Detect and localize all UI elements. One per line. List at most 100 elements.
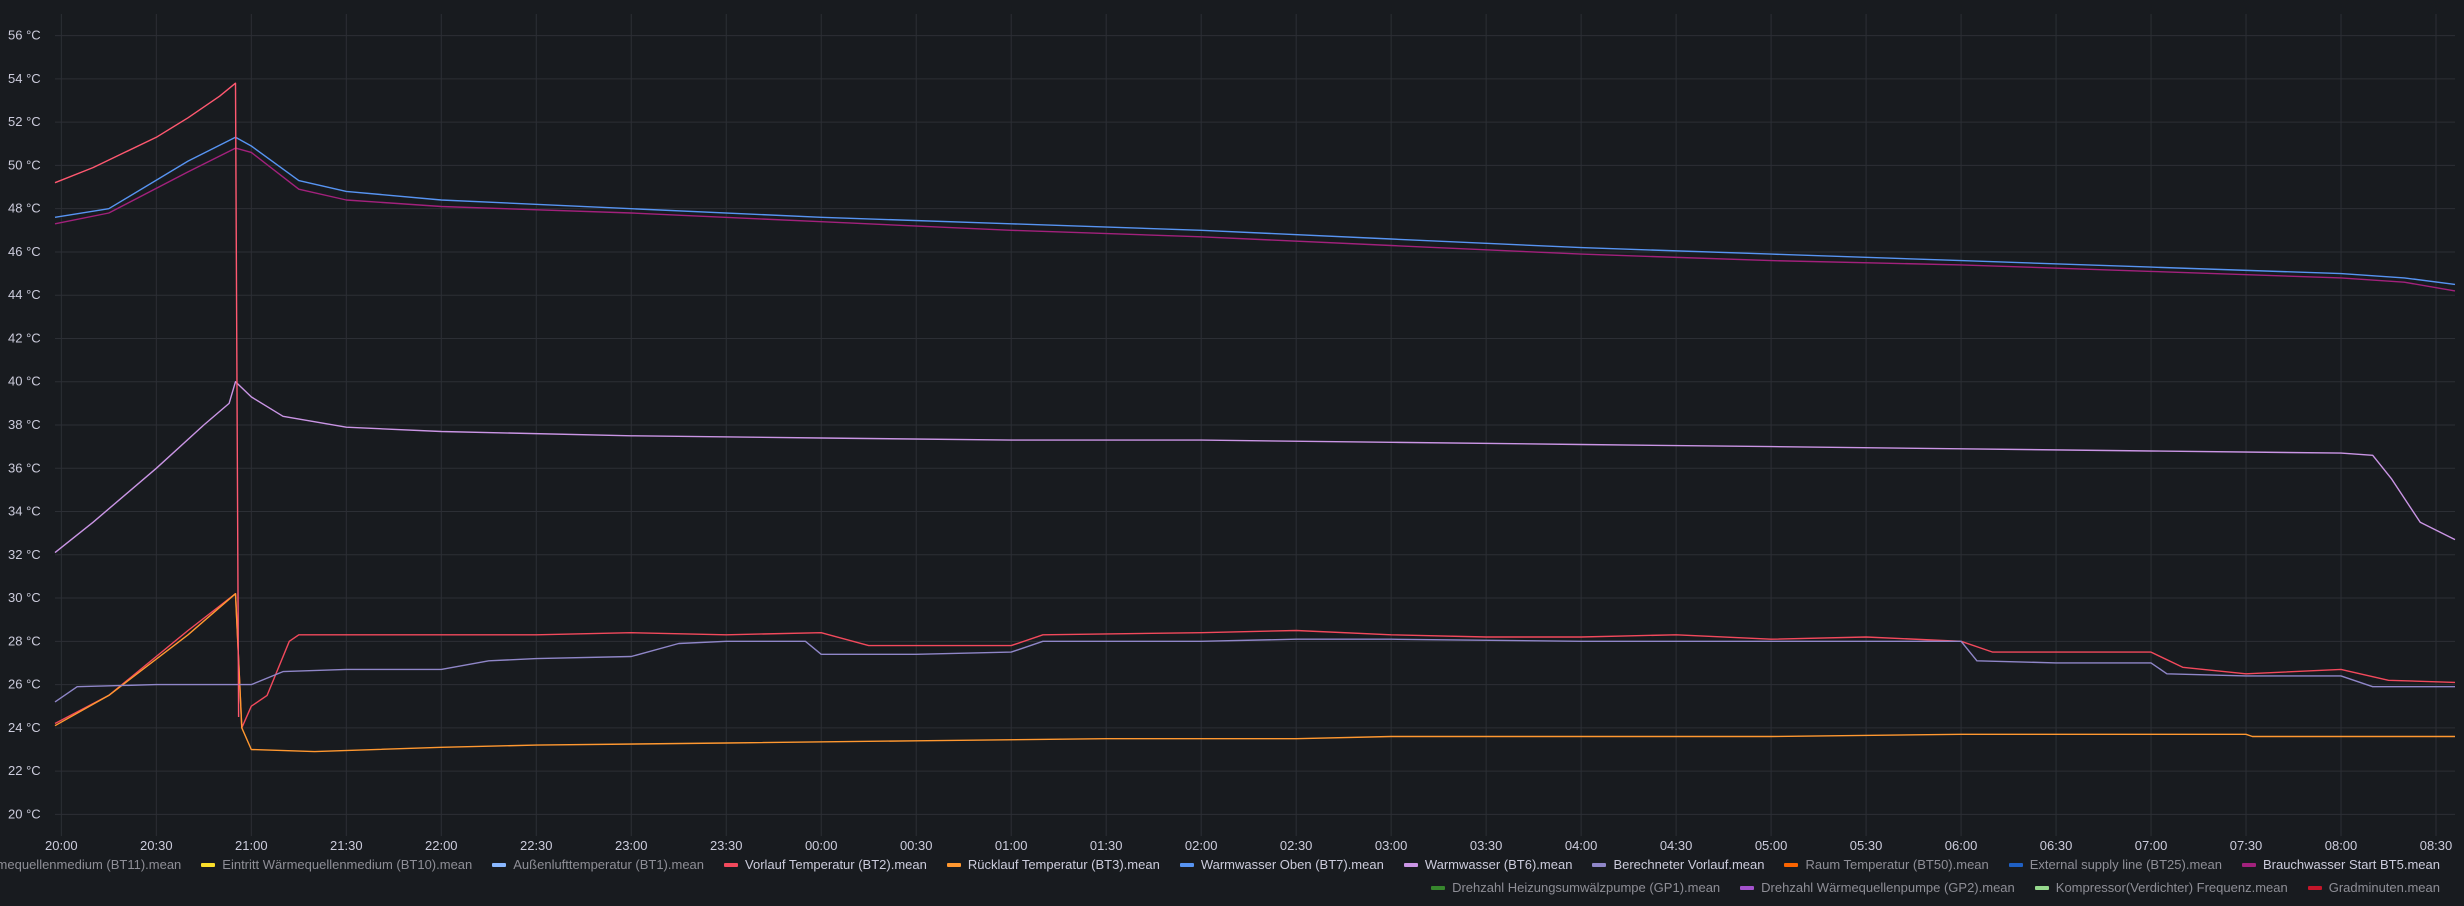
legend-item[interactable]: Drehzahl Wärmequellenpumpe (GP2).mean bbox=[1740, 880, 2015, 895]
legend-label: Rücklauf Temperatur (BT3).mean bbox=[967, 857, 1160, 872]
legend-swatch bbox=[201, 862, 216, 867]
x-tick-label: 23:00 bbox=[615, 838, 648, 853]
legend-label: Raum Temperatur (BT50).mean bbox=[1805, 857, 1989, 872]
legend-item[interactable]: External supply line (BT25).mean bbox=[2008, 857, 2222, 872]
legend-swatch bbox=[1784, 862, 1799, 867]
x-tick-label: 21:30 bbox=[330, 838, 363, 853]
legend-item[interactable]: Raum Temperatur (BT50).mean bbox=[1784, 857, 1989, 872]
legend-label: Außenlufttemperatur (BT1).mean bbox=[513, 857, 705, 872]
legend-item[interactable]: Warmwasser (BT6).mean bbox=[1403, 857, 1573, 872]
x-tick-label: 07:30 bbox=[2230, 838, 2263, 853]
legend-label: Austritt Wärmequellenmedium (BT11).mean bbox=[0, 857, 182, 872]
legend-label: Drehzahl Heizungsumwälzpumpe (GP1).mean bbox=[1452, 880, 1721, 895]
legend-swatch bbox=[2034, 885, 2049, 890]
x-axis: 20:00 20:30 21:00 21:30 22:00 22:30 23:00 23:30… bbox=[45, 838, 2452, 853]
legend-swatch bbox=[2307, 885, 2322, 890]
legend-label: Warmwasser (BT6).mean bbox=[1424, 857, 1573, 872]
series-line-berechneter-vorlauf-mean[interactable] bbox=[54, 638, 2455, 703]
y-tick-label: 50 °C bbox=[8, 157, 41, 172]
x-tick-label: 02:30 bbox=[1280, 838, 1313, 853]
legend-item[interactable]: Austritt Wärmequellenmedium (BT11).mean bbox=[0, 857, 181, 872]
series-line-vorlauf-temperatur-bt2-mean[interactable] bbox=[54, 593, 2456, 729]
legend-swatch bbox=[2241, 862, 2256, 867]
y-tick-label: 32 °C bbox=[8, 547, 41, 562]
series-line-vorlauf-temperatur-bt2-mean-peak[interactable] bbox=[54, 82, 240, 718]
x-tick-label: 00:30 bbox=[900, 838, 933, 853]
x-tick-label: 23:30 bbox=[710, 838, 743, 853]
y-tick-label: 38 °C bbox=[8, 417, 41, 432]
y-tick-label: 20 °C bbox=[8, 806, 41, 821]
y-tick-label: 40 °C bbox=[8, 374, 41, 389]
legend-swatch bbox=[1592, 862, 1607, 867]
x-tick-label: 04:30 bbox=[1660, 838, 1693, 853]
legend-label: External supply line (BT25).mean bbox=[2029, 857, 2222, 872]
legend-swatch bbox=[724, 862, 739, 867]
legend-item[interactable]: Gradminuten.mean bbox=[2307, 880, 2440, 895]
series-line-warmwasser-bt6-mean[interactable] bbox=[54, 381, 2456, 554]
x-tick-label: 21:00 bbox=[235, 838, 268, 853]
y-tick-label: 28 °C bbox=[8, 633, 41, 648]
y-tick-label: 52 °C bbox=[8, 114, 41, 129]
y-tick-label: 36 °C bbox=[8, 460, 41, 475]
legend-swatch bbox=[1403, 862, 1418, 867]
x-tick-label: 04:00 bbox=[1565, 838, 1598, 853]
legend-swatch bbox=[946, 862, 961, 867]
legend-label: Kompressor(Verdichter) Frequenz.mean bbox=[2055, 880, 2288, 895]
temperature-chart[interactable]: 20 °C 22 °C 24 °C 26 °C 28 °C 30 °C 32 °C 34 °C… bbox=[0, 0, 2464, 860]
legend-item[interactable]: Drehzahl Heizungsumwälzpumpe (GP1).mean bbox=[1431, 880, 1720, 895]
y-tick-label: 34 °C bbox=[8, 504, 41, 519]
x-tick-label: 20:00 bbox=[45, 838, 78, 853]
y-tick-label: 46 °C bbox=[8, 244, 41, 259]
legend-item[interactable]: Außenlufttemperatur (BT1).mean bbox=[492, 857, 704, 872]
x-tick-label: 06:30 bbox=[2040, 838, 2073, 853]
x-tick-label: 20:30 bbox=[140, 838, 173, 853]
x-tick-label: 00:00 bbox=[805, 838, 838, 853]
legend-item[interactable]: Eintritt Wärmequellenmedium (BT10).mean bbox=[201, 857, 472, 872]
x-tick-label: 08:30 bbox=[2420, 838, 2453, 853]
y-tick-label: 22 °C bbox=[8, 763, 41, 778]
x-tick-label: 08:00 bbox=[2325, 838, 2358, 853]
legend-swatch bbox=[1179, 862, 1194, 867]
legend-swatch bbox=[1431, 885, 1446, 890]
series-line-warmwasser-oben-bt7-mean[interactable] bbox=[54, 136, 2456, 286]
x-tick-label: 22:00 bbox=[425, 838, 458, 853]
series-lines bbox=[54, 82, 2456, 753]
legend-row-1: Austritt Wärmequellenmedium (BT11).mean E… bbox=[0, 857, 2440, 872]
legend-item[interactable]: Berechneter Vorlauf.mean bbox=[1592, 857, 1764, 872]
legend-label: Brauchwasser Start BT5.mean bbox=[2262, 857, 2440, 872]
legend-label: Drehzahl Wärmequellenpumpe (GP2).mean bbox=[1761, 880, 2015, 895]
legend-label: Eintritt Wärmequellenmedium (BT10).mean bbox=[222, 857, 473, 872]
x-tick-label: 22:30 bbox=[520, 838, 553, 853]
legend-item[interactable]: Kompressor(Verdichter) Frequenz.mean bbox=[2034, 880, 2288, 895]
legend-item[interactable]: Vorlauf Temperatur (BT2).mean bbox=[724, 857, 927, 872]
x-tick-label: 03:00 bbox=[1375, 838, 1408, 853]
y-tick-label: 56 °C bbox=[8, 28, 41, 43]
legend-label: Gradminuten.mean bbox=[2328, 880, 2440, 895]
x-tick-label: 01:30 bbox=[1090, 838, 1123, 853]
legend-item[interactable]: Rücklauf Temperatur (BT3).mean bbox=[946, 857, 1160, 872]
grid bbox=[55, 14, 2455, 836]
y-tick-label: 54 °C bbox=[8, 71, 41, 86]
y-axis: 20 °C 22 °C 24 °C 26 °C 28 °C 30 °C 32 °C 34 °C… bbox=[8, 28, 41, 822]
x-tick-label: 05:00 bbox=[1755, 838, 1788, 853]
y-tick-label: 48 °C bbox=[8, 201, 41, 216]
legend-swatch bbox=[1740, 885, 1755, 890]
y-tick-label: 26 °C bbox=[8, 677, 41, 692]
legend-label: Vorlauf Temperatur (BT2).mean bbox=[745, 857, 927, 872]
x-tick-label: 03:30 bbox=[1470, 838, 1503, 853]
series-line-r-cklauf-temperatur-bt3-mean[interactable] bbox=[54, 593, 2455, 753]
legend-swatch bbox=[492, 862, 507, 867]
legend-label: Warmwasser Oben (BT7).mean bbox=[1200, 857, 1384, 872]
x-tick-label: 02:00 bbox=[1185, 838, 1218, 853]
x-tick-label: 06:00 bbox=[1945, 838, 1978, 853]
legend-swatch bbox=[2008, 862, 2023, 867]
legend-label: Berechneter Vorlauf.mean bbox=[1613, 857, 1765, 872]
x-tick-label: 01:00 bbox=[995, 838, 1028, 853]
legend-item[interactable]: Brauchwasser Start BT5.mean bbox=[2241, 857, 2440, 872]
legend-item[interactable]: Warmwasser Oben (BT7).mean bbox=[1179, 857, 1384, 872]
x-tick-label: 05:30 bbox=[1850, 838, 1883, 853]
series-line-brauchwasser-start-bt5-mean[interactable] bbox=[54, 147, 2456, 292]
y-tick-label: 42 °C bbox=[8, 330, 41, 345]
y-tick-label: 44 °C bbox=[8, 287, 41, 302]
